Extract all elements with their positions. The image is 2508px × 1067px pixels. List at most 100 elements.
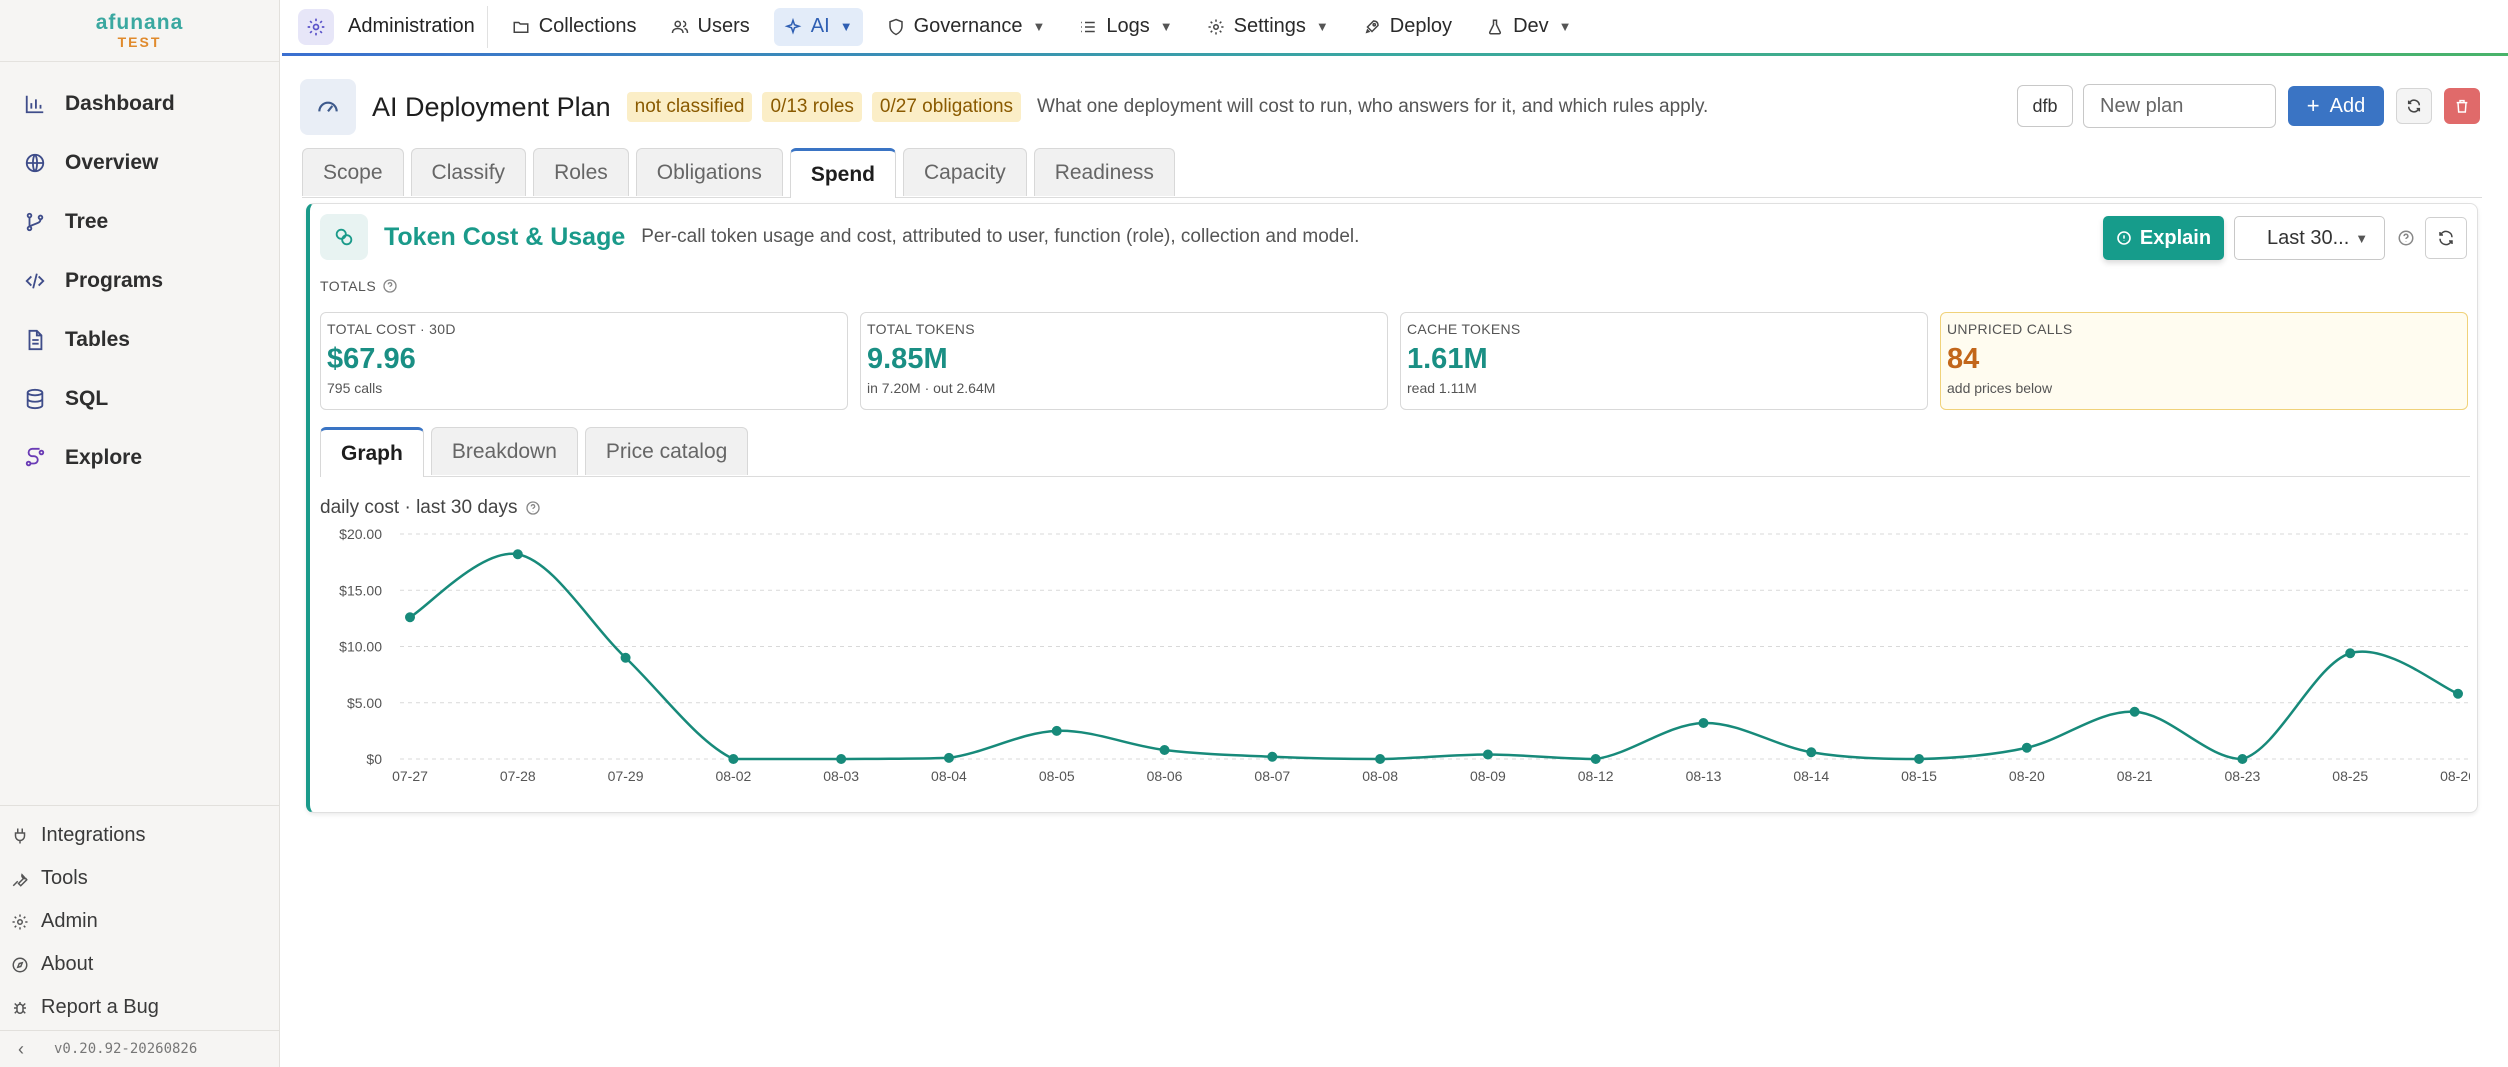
- data-point: [943, 752, 954, 763]
- help-icon[interactable]: [525, 500, 541, 516]
- data-point: [1375, 754, 1386, 764]
- gear-icon: [1207, 18, 1225, 36]
- topnav-deploy[interactable]: Deploy: [1353, 8, 1462, 46]
- x-tick-label: 08-14: [1793, 768, 1829, 784]
- spend-subtabs: Graph Breakdown Price catalog: [320, 427, 2470, 477]
- topnav-logs[interactable]: Logs ▼: [1069, 8, 1182, 46]
- tab-roles[interactable]: Roles: [533, 148, 629, 196]
- data-point: [2345, 648, 2356, 659]
- x-tick-label: 07-27: [392, 768, 428, 784]
- card-value: $67.96: [327, 343, 416, 375]
- sidebar-bottom-nav: Integrations Tools Admin About Report a …: [0, 805, 279, 1029]
- topnav-dev[interactable]: Dev ▼: [1476, 8, 1581, 46]
- refresh-button[interactable]: [2396, 88, 2432, 124]
- explain-label: Explain: [2139, 226, 2212, 249]
- folder-icon: [512, 18, 530, 36]
- x-tick-label: 08-13: [1686, 768, 1722, 784]
- data-point: [2129, 706, 2140, 717]
- data-point: [1590, 754, 1601, 764]
- y-tick-label: $15.00: [339, 582, 382, 598]
- subtab-price-catalog[interactable]: Price catalog: [584, 427, 749, 475]
- data-point: [728, 754, 739, 764]
- x-tick-label: 08-05: [1039, 768, 1075, 784]
- sidebar-item-tables[interactable]: Tables: [0, 310, 279, 369]
- topnav-ai[interactable]: AI ▼: [773, 7, 863, 46]
- panel-title: Token Cost & Usage: [384, 222, 626, 251]
- sidebar-item-label: Tools: [41, 867, 88, 889]
- daily-cost-chart: $0 $5.00 $10.00 $15.00 $20.00 07-27 07-28 07-29…: [339, 526, 2470, 784]
- x-tick-label: 08-20: [2009, 768, 2045, 784]
- sidebar-item-admin[interactable]: Admin: [0, 900, 279, 943]
- range-value: Last 30...: [2267, 226, 2350, 249]
- sidebar-item-programs[interactable]: Programs: [0, 251, 279, 310]
- page-header: AI Deployment Plan not classified 0/13 r…: [300, 78, 2480, 136]
- data-point: [1482, 749, 1493, 760]
- topnav-label: Logs: [1106, 15, 1150, 37]
- card-value: 84: [1947, 343, 1980, 375]
- page-description: What one deployment will cost to run, wh…: [1037, 96, 1709, 117]
- x-tick-label: 08-15: [1901, 768, 1937, 784]
- plan-tabs: Scope Classify Roles Obligations Spend C…: [302, 148, 2482, 198]
- topnav-collections[interactable]: Collections: [502, 8, 647, 46]
- sidebar-item-tools[interactable]: Tools: [0, 857, 279, 900]
- sidebar: afunana TEST Dashboard Overview Tree Pro…: [0, 0, 280, 1067]
- topnav-label: Deploy: [1389, 15, 1453, 37]
- topnav-governance[interactable]: Governance ▼: [877, 8, 1056, 46]
- panel-actions: Explain Last 30... ▼: [2103, 216, 2467, 260]
- gear-icon: [298, 8, 334, 45]
- refresh-button[interactable]: [2425, 217, 2467, 259]
- sidebar-item-sql[interactable]: SQL: [0, 369, 279, 428]
- sidebar-item-explore[interactable]: Explore: [0, 428, 279, 487]
- compass-icon: [11, 956, 29, 974]
- subtab-graph[interactable]: Graph: [320, 427, 424, 477]
- delete-button[interactable]: [2444, 88, 2480, 124]
- plug-icon: [11, 827, 29, 845]
- sidebar-item-label: Admin: [41, 910, 98, 932]
- x-tick-label: 08-03: [823, 768, 859, 784]
- collapse-sidebar-icon[interactable]: ‹: [18, 1038, 24, 1059]
- totals-label: TOTALS: [320, 278, 377, 294]
- add-label: Add: [2329, 94, 2366, 117]
- add-button[interactable]: + Add: [2288, 86, 2384, 126]
- wrench-icon: [11, 870, 29, 888]
- tab-obligations[interactable]: Obligations: [635, 148, 783, 196]
- tab-scope[interactable]: Scope: [302, 148, 404, 196]
- topnav-settings[interactable]: Settings ▼: [1197, 8, 1339, 46]
- owner-button[interactable]: dfb: [2017, 85, 2073, 127]
- sidebar-item-label: About: [41, 953, 94, 975]
- tab-spend[interactable]: Spend: [789, 148, 896, 198]
- explain-button[interactable]: Explain: [2103, 216, 2224, 260]
- y-tick-label: $20.00: [339, 526, 382, 542]
- status-badge: not classified: [626, 92, 753, 122]
- page-title: AI Deployment Plan: [372, 91, 611, 122]
- data-point: [836, 754, 847, 764]
- x-tick-label: 08-26: [2440, 768, 2470, 784]
- sidebar-item-report-bug[interactable]: Report a Bug: [0, 986, 279, 1029]
- y-tick-label: $10.00: [339, 639, 382, 655]
- sidebar-item-dashboard[interactable]: Dashboard: [0, 74, 279, 133]
- git-branch-icon: [24, 211, 46, 233]
- brand-logo[interactable]: afunana TEST: [0, 0, 279, 62]
- x-tick-label: 08-06: [1147, 768, 1183, 784]
- admin-menu[interactable]: Administration: [298, 5, 488, 48]
- sidebar-item-about[interactable]: About: [0, 943, 279, 986]
- sidebar-item-integrations[interactable]: Integrations: [0, 814, 279, 857]
- topnav-users[interactable]: Users: [661, 8, 760, 46]
- help-icon[interactable]: [2397, 229, 2415, 247]
- subtab-breakdown[interactable]: Breakdown: [430, 427, 578, 475]
- range-select[interactable]: Last 30... ▼: [2234, 216, 2385, 260]
- chart-label: daily cost · last 30 days: [320, 497, 541, 519]
- data-point: [405, 612, 415, 623]
- tab-readiness[interactable]: Readiness: [1033, 148, 1175, 196]
- x-tick-label: 08-07: [1254, 768, 1290, 784]
- trash-icon: [2456, 99, 2468, 113]
- tab-capacity[interactable]: Capacity: [903, 148, 1027, 196]
- sidebar-item-tree[interactable]: Tree: [0, 192, 279, 251]
- help-icon[interactable]: [382, 278, 398, 294]
- panel-header: Token Cost & Usage Per-call token usage …: [320, 214, 2467, 260]
- topnav-label: Settings: [1233, 15, 1306, 37]
- data-point: [620, 652, 631, 663]
- sidebar-item-overview[interactable]: Overview: [0, 133, 279, 192]
- new-plan-input[interactable]: [2083, 84, 2276, 128]
- tab-classify[interactable]: Classify: [410, 148, 527, 196]
